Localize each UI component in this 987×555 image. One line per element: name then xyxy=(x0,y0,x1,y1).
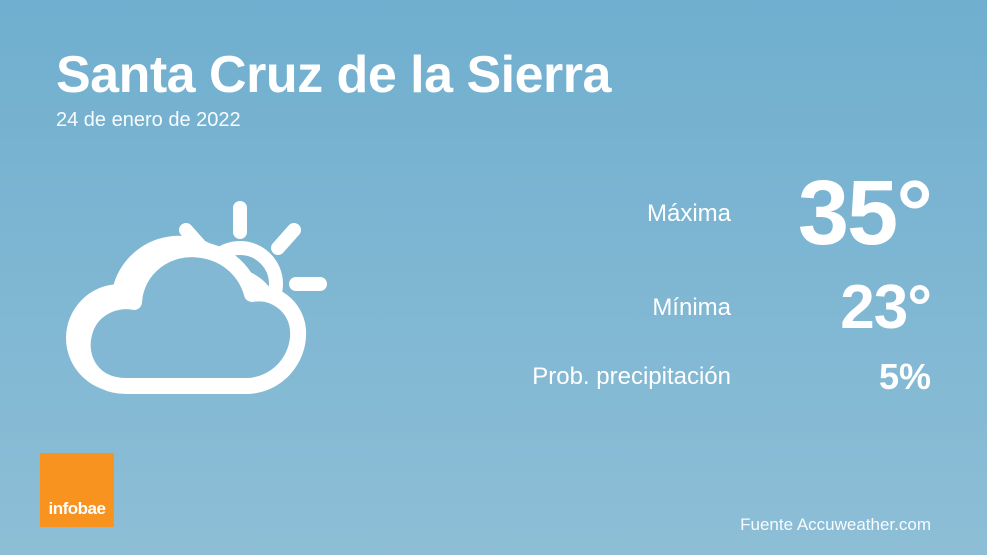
brand-badge: infobae xyxy=(40,453,114,527)
max-label: Máxima xyxy=(647,200,731,228)
city-name: Santa Cruz de la Sierra xyxy=(56,48,611,103)
precip-value: 5% xyxy=(771,359,931,395)
header: Santa Cruz de la Sierra 24 de enero de 2… xyxy=(56,48,611,132)
stat-row-max: Máxima 35° xyxy=(532,170,931,257)
date: 24 de enero de 2022 xyxy=(56,109,611,132)
cloud-sun-icon xyxy=(60,190,350,420)
min-value: 23° xyxy=(771,277,931,339)
source-attribution: Fuente Accuweather.com xyxy=(740,515,931,535)
brand-name: infobae xyxy=(49,499,106,519)
weather-card: Santa Cruz de la Sierra 24 de enero de 2… xyxy=(0,0,987,555)
stat-row-precip: Prob. precipitación 5% xyxy=(532,359,931,395)
min-label: Mínima xyxy=(652,294,731,322)
stats-block: Máxima 35° Mínima 23° Prob. precipitació… xyxy=(532,170,931,395)
stat-row-min: Mínima 23° xyxy=(532,277,931,339)
weather-icon-wrap xyxy=(60,190,350,425)
max-value: 35° xyxy=(771,170,931,257)
precip-label: Prob. precipitación xyxy=(532,363,731,391)
